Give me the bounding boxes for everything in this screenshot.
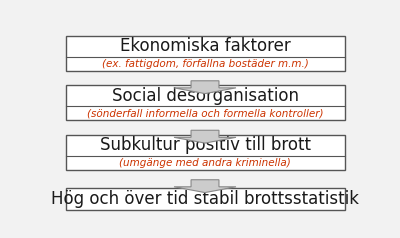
Bar (66, 188, 344, 209)
Text: (sönderfall informella och formella kontroller): (sönderfall informella och formella kont… (87, 108, 323, 118)
Polygon shape (174, 130, 236, 143)
Text: Ekonomiska faktorer: Ekonomiska faktorer (120, 37, 290, 55)
Text: (umgänge med andra kriminella): (umgänge med andra kriminella) (119, 158, 291, 168)
Bar (66, 85, 344, 120)
Polygon shape (174, 81, 236, 94)
Text: Subkultur positiv till brott: Subkultur positiv till brott (100, 136, 310, 154)
Text: Social desorganisation: Social desorganisation (112, 87, 298, 105)
Text: (ex. fattigdom, förfallna bostäder m.m.): (ex. fattigdom, förfallna bostäder m.m.) (102, 59, 308, 69)
Bar (66, 135, 344, 170)
Text: Hög och över tid stabil brottsstatistik: Hög och över tid stabil brottsstatistik (51, 190, 359, 208)
Polygon shape (174, 180, 236, 193)
Bar (66, 36, 344, 71)
